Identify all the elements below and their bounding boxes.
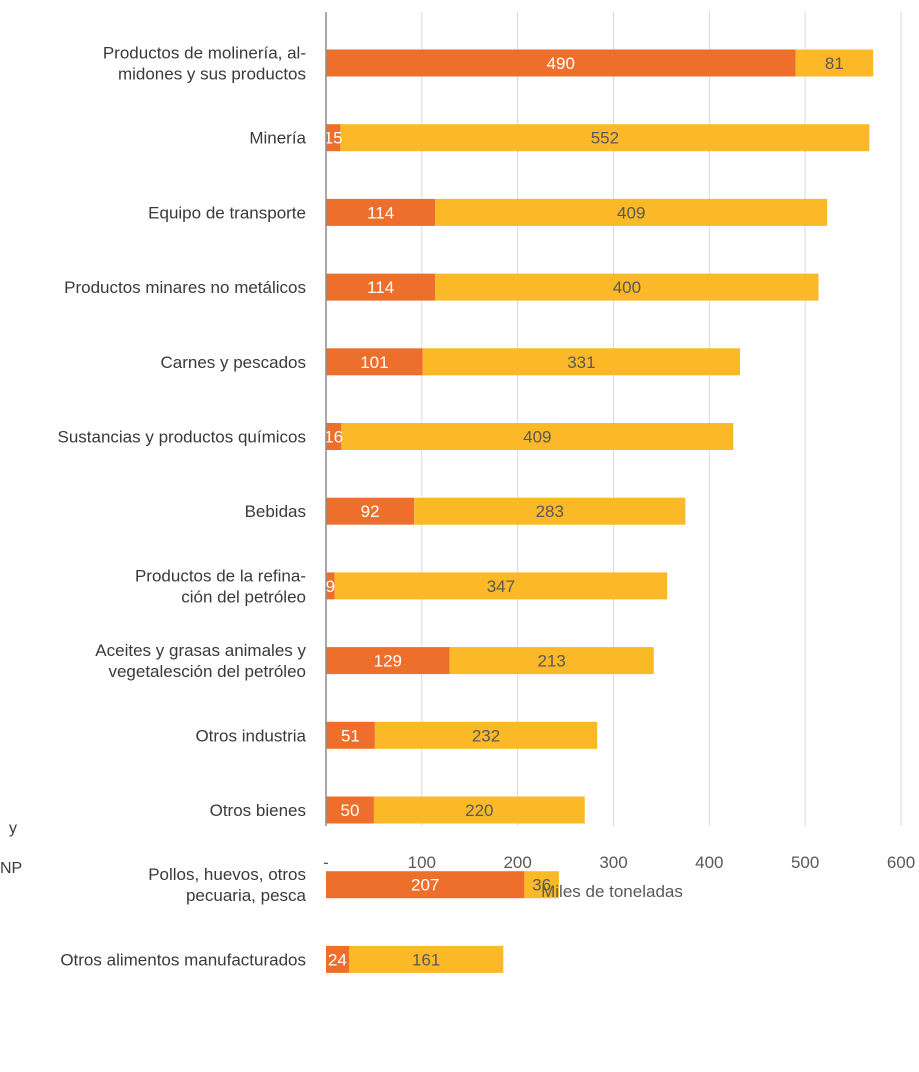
bar-value-label: 213	[538, 652, 566, 671]
category-label: Sustancias y productos químicos	[57, 428, 306, 447]
bar-value-label: 161	[412, 950, 440, 969]
category-label: ción del petróleo	[181, 587, 306, 606]
bars	[326, 49, 874, 973]
bar-segment	[326, 796, 374, 824]
bar-value-label: 552	[591, 129, 619, 148]
x-tick-label: 600	[887, 853, 915, 872]
bar-segment	[326, 49, 796, 77]
bar-segment	[349, 945, 504, 973]
category-label: Minería	[249, 129, 306, 148]
category-label: Aceites y grasas animales y	[95, 641, 306, 660]
x-tick-label: 300	[599, 853, 627, 872]
bar-value-label: 51	[341, 726, 360, 745]
cropped-text-fragment: NP	[0, 860, 22, 877]
bar-segment	[326, 647, 450, 675]
bar-segment	[326, 871, 525, 899]
bar-value-label: 220	[465, 801, 493, 820]
category-labels: Productos de molinería, al-midones y sus…	[57, 44, 306, 970]
category-label: pecuaria, pesca	[186, 886, 307, 905]
bar-segment	[326, 721, 375, 749]
category-label: Productos de molinería, al-	[103, 44, 306, 63]
bar-segment	[326, 348, 423, 376]
bar-segment	[341, 423, 734, 450]
bar-value-label: 81	[825, 54, 844, 73]
bar-value-label: 232	[472, 726, 500, 745]
category-label: Bebidas	[245, 502, 306, 521]
category-label: midones y sus productos	[118, 65, 306, 84]
bar-segment	[326, 423, 342, 450]
category-label: Productos de la refina-	[135, 566, 306, 585]
category-label: Otros alimentos manufacturados	[60, 950, 306, 969]
x-tick-label: 500	[791, 853, 819, 872]
bar-value-label: 36	[532, 876, 551, 895]
category-label: Carnes y pescados	[160, 353, 306, 372]
bar-segment	[435, 273, 819, 301]
bar-value-label: 50	[340, 801, 359, 820]
bar-value-label: 490	[547, 54, 575, 73]
bar-value-label: 331	[567, 353, 595, 372]
bar-segment	[414, 497, 686, 525]
bar-value-label: 9	[326, 577, 335, 596]
bar-value-label: 15	[324, 129, 343, 148]
cropped-text-fragment: y	[9, 820, 17, 837]
category-label: vegetalesción del petróleo	[108, 662, 306, 681]
bar-value-label: 114	[367, 278, 394, 297]
bar-segment	[326, 497, 415, 525]
x-axis-title: Miles de toneladas	[541, 882, 683, 901]
bar-segment	[334, 572, 668, 600]
bar-value-label: 207	[411, 876, 439, 895]
x-tick-label: 400	[695, 853, 723, 872]
bar-segment	[422, 348, 740, 376]
bar-value-labels: 490 81 15 552 114 409 114 400 101 331 16 409 92 283 9 3…	[324, 54, 844, 969]
bar-value-label: 283	[536, 502, 564, 521]
x-tick-label: -	[323, 853, 329, 872]
bar-value-label: 24	[328, 950, 347, 969]
bar-segment	[326, 572, 335, 600]
x-tick-label: 100	[408, 853, 436, 872]
bar-value-label: 92	[361, 502, 380, 521]
bar-value-label: 129	[374, 652, 402, 671]
bar-segment	[374, 721, 598, 749]
bar-segment	[449, 647, 654, 675]
category-label: Equipo de transporte	[148, 203, 306, 222]
bar-segment	[326, 273, 436, 301]
category-label: Pollos, huevos, otros	[148, 865, 306, 884]
category-label: Productos minares no metálicos	[64, 278, 306, 297]
bar-segment	[435, 198, 828, 226]
bar-segment	[373, 796, 585, 824]
x-tick-labels: - 100 200 300 400 500 600	[323, 853, 915, 872]
bar-segment	[524, 871, 559, 899]
bar-value-label: 101	[360, 353, 388, 372]
bar-value-label: 409	[523, 428, 551, 447]
bar-segment	[326, 945, 349, 973]
x-tick-label: 200	[503, 853, 531, 872]
category-label: Otros bienes	[210, 801, 306, 820]
bar-segment	[795, 49, 874, 77]
bar-value-label: 16	[324, 428, 343, 447]
bar-value-label: 347	[487, 577, 515, 596]
bar-segment	[326, 198, 436, 226]
bar-value-label: 114	[367, 203, 394, 222]
bar-segment	[326, 124, 341, 152]
category-label: Otros industria	[195, 726, 306, 745]
bar-value-label: 409	[617, 203, 645, 222]
bar-value-label: 400	[613, 278, 641, 297]
bar-segment	[340, 124, 870, 152]
